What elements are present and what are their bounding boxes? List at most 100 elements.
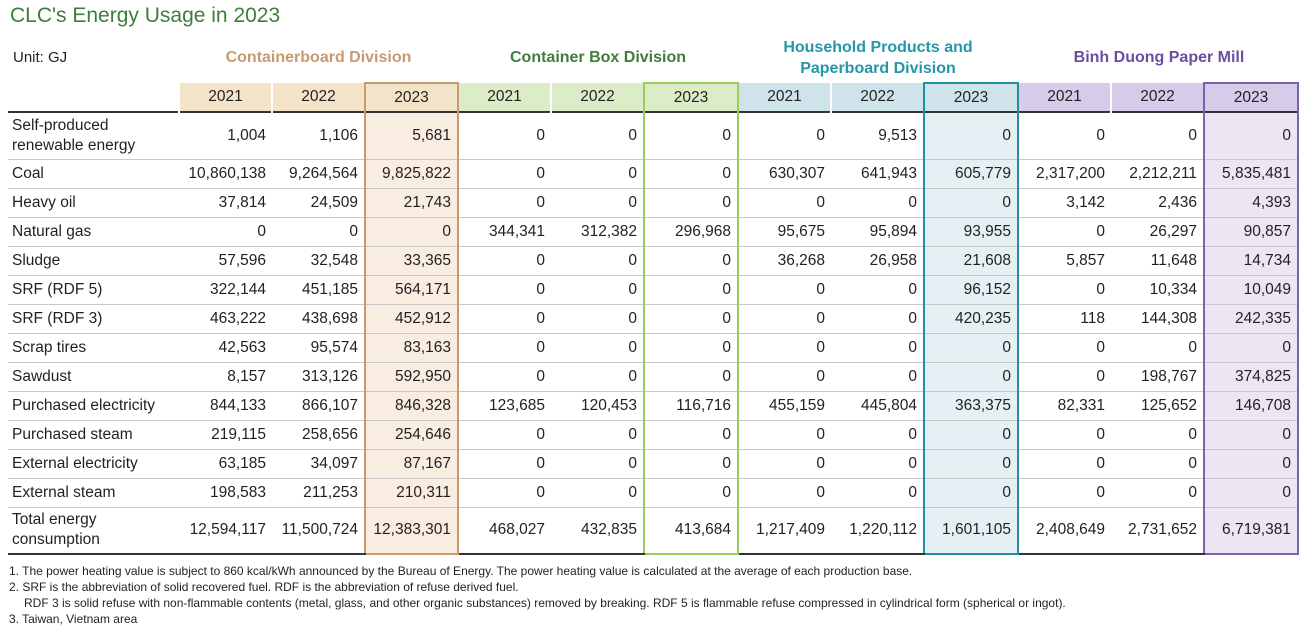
year-header: 2022 (550, 83, 644, 112)
table-cell: 144,308 (1111, 304, 1204, 334)
row-label: Sludge (8, 246, 179, 276)
table-cell: 0 (738, 188, 831, 218)
table-cell: 0 (551, 275, 644, 305)
table-cell: 5,857 (1018, 246, 1111, 276)
table-cell: 6,719,381 (1203, 507, 1299, 555)
table-cell: 0 (458, 188, 551, 218)
table-cell: 0 (1111, 112, 1204, 160)
table-cell: 93,955 (923, 217, 1019, 247)
table-cell: 0 (458, 420, 551, 450)
table-cell: 0 (831, 420, 924, 450)
table-cell: 95,574 (272, 333, 365, 363)
table-cell: 95,894 (831, 217, 924, 247)
table-cell: 0 (643, 246, 739, 276)
table-cell: 0 (179, 217, 272, 247)
table-cell: 0 (1111, 333, 1204, 363)
table-cell: 0 (643, 478, 739, 508)
table-cell: 0 (643, 362, 739, 392)
row-label: External electricity (8, 449, 179, 479)
table-cell: 0 (458, 478, 551, 508)
table-cell: 363,375 (923, 391, 1019, 421)
table-cell: 10,334 (1111, 275, 1204, 305)
table-cell: 0 (551, 304, 644, 334)
table-cell: 120,453 (551, 391, 644, 421)
table-cell: 0 (551, 333, 644, 363)
year-header: 2022 (271, 83, 365, 112)
table-cell: 0 (738, 362, 831, 392)
row-label: Total energy consumption (8, 507, 179, 555)
year-header: 2022 (1110, 83, 1204, 112)
table-cell: 846,328 (364, 391, 459, 421)
footnote-2-detail: RDF 3 is solid refuse with non-flammable… (24, 596, 1066, 610)
table-cell: 0 (551, 188, 644, 218)
table-cell: 11,648 (1111, 246, 1204, 276)
table-cell: 0 (1018, 449, 1111, 479)
table-row: SRF (RDF 3) 463,222 438,698 452,912 0 0 0 0 0 420… (8, 304, 1299, 334)
table-cell: 0 (643, 159, 739, 189)
table-cell: 312,382 (551, 217, 644, 247)
table-cell: 0 (643, 420, 739, 450)
table-row: Purchased electricity 844,133 866,107 846,3… (8, 391, 1299, 421)
row-label: External steam (8, 478, 179, 508)
table-cell: 0 (738, 420, 831, 450)
table-cell: 63,185 (179, 449, 272, 479)
table-cell: 198,767 (1111, 362, 1204, 392)
table-cell: 0 (1018, 420, 1111, 450)
table-cell: 0 (643, 333, 739, 363)
table-cell: 0 (1018, 478, 1111, 508)
table-cell: 0 (551, 420, 644, 450)
table-cell: 0 (738, 304, 831, 334)
table-cell: 21,608 (923, 246, 1019, 276)
year-header: 2021 (737, 83, 831, 112)
row-label: Sawdust (8, 362, 179, 392)
table-cell: 9,513 (831, 112, 924, 160)
table-cell: 0 (551, 478, 644, 508)
table-cell: 630,307 (738, 159, 831, 189)
table-cell: 12,383,301 (364, 507, 459, 555)
table-cell: 0 (831, 333, 924, 363)
table-row: Total energy consumption 12,594,117 11,500… (8, 507, 1299, 555)
table-cell: 33,365 (364, 246, 459, 276)
table-cell: 0 (643, 112, 739, 160)
table-cell: 0 (831, 188, 924, 218)
table-cell: 34,097 (272, 449, 365, 479)
table-cell: 0 (831, 449, 924, 479)
table-cell: 313,126 (272, 362, 365, 392)
table-cell: 592,950 (364, 362, 459, 392)
table-cell: 463,222 (179, 304, 272, 334)
table-cell: 0 (831, 275, 924, 305)
year-header: 2023 (923, 82, 1019, 112)
table-cell: 432,835 (551, 507, 644, 555)
table-cell: 3,142 (1018, 188, 1111, 218)
table-cell: 0 (923, 478, 1019, 508)
table-row: Purchased steam 219,115 258,656 254,646 0 0 0 0… (8, 420, 1299, 450)
table-cell: 118 (1018, 304, 1111, 334)
row-label: Purchased steam (8, 420, 179, 450)
table-cell: 2,731,652 (1111, 507, 1204, 555)
table-cell: 0 (1018, 112, 1111, 160)
year-header-row: 2021 2022 2023 2021 2022 2023 2021 2022 2023 2021… (8, 82, 1299, 112)
table-cell: 0 (643, 449, 739, 479)
table-cell: 0 (458, 112, 551, 160)
table-cell: 12,594,117 (179, 507, 272, 555)
energy-usage-table: 2021 2022 2023 2021 2022 2023 2021 2022 2023 2021… (8, 82, 1299, 555)
row-label: Heavy oil (8, 188, 179, 218)
table-cell: 198,583 (179, 478, 272, 508)
table-cell: 210,311 (364, 478, 459, 508)
table-cell: 95,675 (738, 217, 831, 247)
table-row: Scrap tires 42,563 95,574 83,163 0 0 0 0 0 0 0 0 0 (8, 333, 1299, 363)
table-cell: 0 (551, 159, 644, 189)
table-cell: 344,341 (458, 217, 551, 247)
table-cell: 0 (551, 449, 644, 479)
table-cell: 0 (364, 217, 459, 247)
table-cell: 0 (551, 362, 644, 392)
table-cell: 2,436 (1111, 188, 1204, 218)
table-row: Heavy oil 37,814 24,509 21,743 0 0 0 0 0 0 3,142 2,… (8, 188, 1299, 218)
table-cell: 452,912 (364, 304, 459, 334)
table-cell: 0 (643, 304, 739, 334)
row-label: SRF (RDF 3) (8, 304, 179, 334)
header-blank (8, 83, 179, 112)
table-cell: 0 (458, 275, 551, 305)
row-label: Natural gas (8, 217, 179, 247)
table-cell: 11,500,724 (272, 507, 365, 555)
